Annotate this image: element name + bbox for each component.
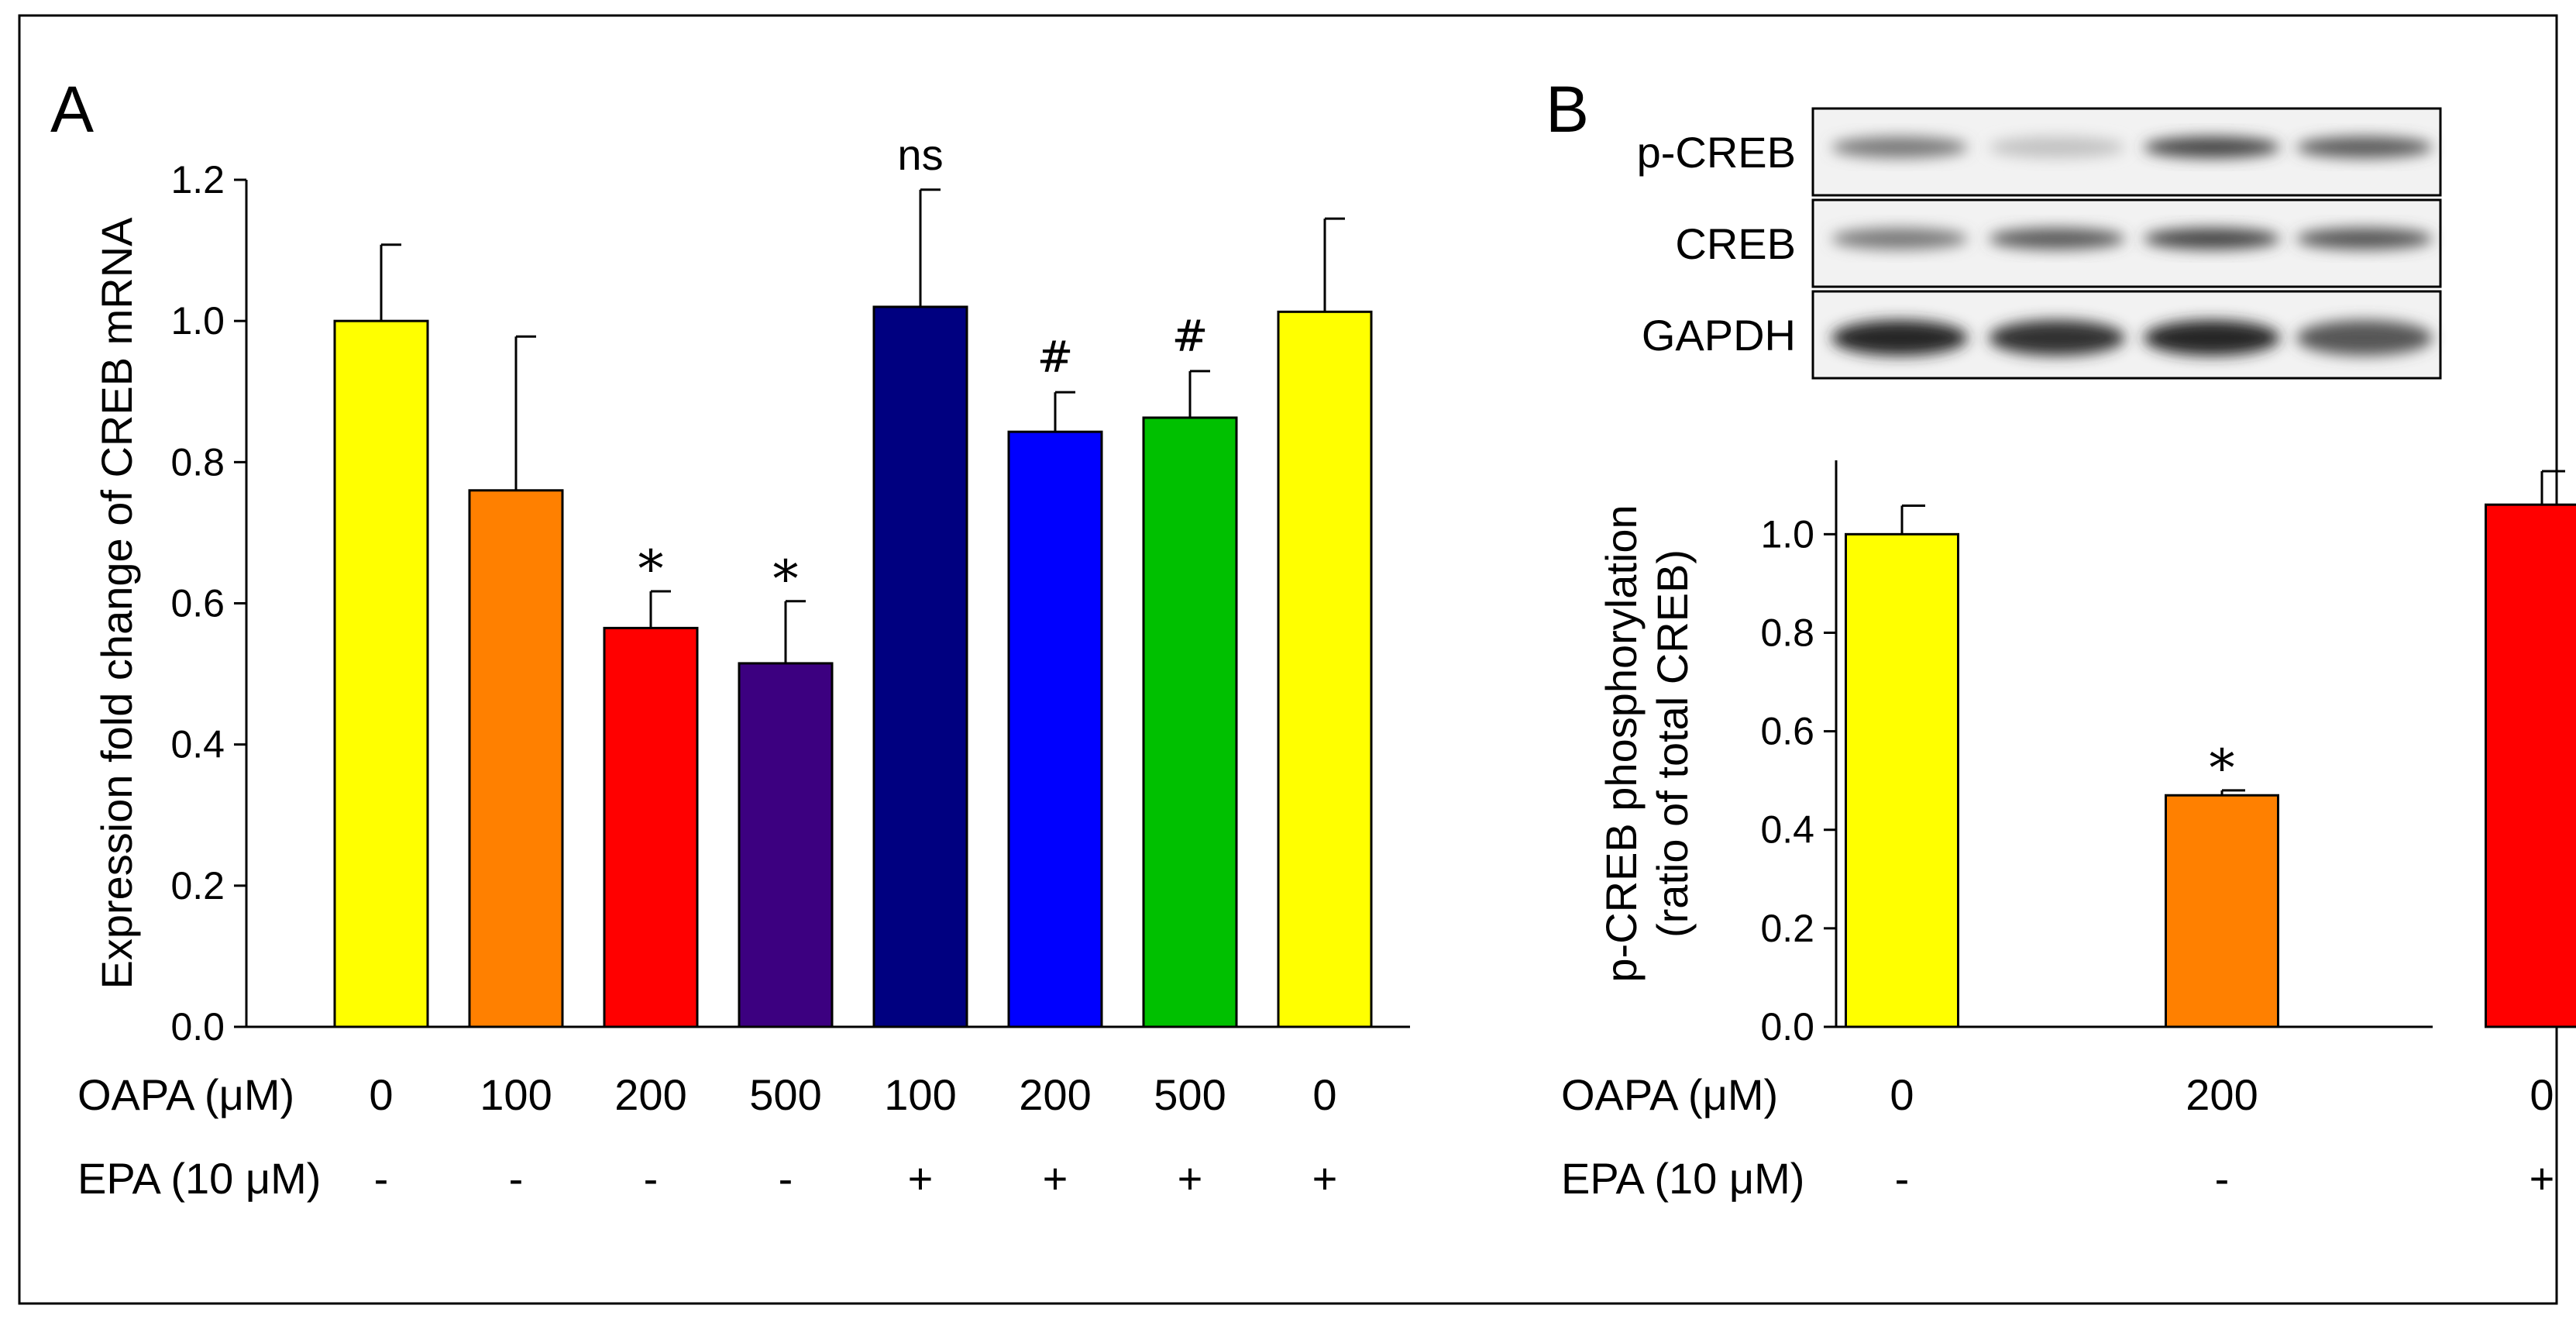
panel-b-epa-label: + bbox=[2530, 1154, 2555, 1203]
panel-a-y-tick-label: 1.2 bbox=[170, 158, 225, 201]
blot-band bbox=[2144, 320, 2280, 356]
blot-row-label: GAPDH bbox=[1642, 311, 1796, 360]
panel-a-epa-label: + bbox=[1312, 1154, 1338, 1203]
blot-band bbox=[1989, 136, 2125, 158]
panel-a-bar bbox=[1277, 310, 1373, 1028]
panel-a-oapa-label: 100 bbox=[884, 1070, 956, 1119]
panel-a-epa-label: - bbox=[509, 1154, 524, 1203]
panel-a-oapa-label: 200 bbox=[1019, 1070, 1091, 1119]
blot-band bbox=[1989, 228, 2125, 250]
panel-b-letter: B bbox=[1546, 73, 1589, 146]
blot-band bbox=[2144, 228, 2280, 250]
panel-a-oapa-label: 0 bbox=[369, 1070, 393, 1119]
panel-b-y-tick-label: 0.6 bbox=[1760, 710, 1814, 753]
blot-band bbox=[2296, 320, 2433, 356]
panel-b-y-tick-label: 0.0 bbox=[1760, 1005, 1814, 1049]
panel-b-y-tick-label: 0.8 bbox=[1760, 611, 1814, 654]
panel-b-y-axis-title-line: (ratio of total CREB) bbox=[1648, 549, 1697, 938]
blot-band bbox=[1989, 320, 2125, 356]
panel-a-epa-label: + bbox=[1178, 1154, 1203, 1203]
panel-a-chart: 0.0 0.2 0.4 0.6 0.8 1.0 1.2 Expression fold cha… bbox=[77, 130, 1410, 1203]
panel-a-significance-label: * bbox=[773, 549, 799, 609]
panel-b-oapa-label: 0 bbox=[2530, 1070, 2554, 1119]
panel-b-epa-row-title: EPA (10 μM) bbox=[1561, 1154, 1804, 1203]
panel-a-bar bbox=[738, 662, 834, 1028]
western-blot: p-CREB CREB GAPDH bbox=[1637, 107, 2442, 380]
panel-a-bar bbox=[468, 489, 564, 1028]
panel-b-oapa-label: 0 bbox=[1890, 1070, 1914, 1119]
panel-b-bar bbox=[2165, 794, 2279, 1028]
panel-a-bar bbox=[872, 305, 968, 1028]
panel-a-y-tick-label: 0.4 bbox=[170, 723, 225, 766]
panel-a-y-tick-label: 0.0 bbox=[170, 1005, 225, 1049]
blot-band bbox=[2144, 136, 2280, 158]
panel-a-oapa-label: 500 bbox=[1154, 1070, 1226, 1119]
panel-a-epa-label: - bbox=[644, 1154, 659, 1203]
panel-a-significance-label: # bbox=[1172, 312, 1209, 362]
panel-a-bar bbox=[1142, 416, 1238, 1028]
panel-b-chart: 0.0 0.2 0.4 0.6 0.8 1.0 p-CREB phosphorylation… bbox=[1561, 460, 2576, 1203]
panel-a-letter: A bbox=[50, 73, 94, 146]
panel-b-significance-label: * bbox=[2210, 739, 2235, 798]
panel-b-bar bbox=[1845, 532, 1959, 1028]
panel-b-y-axis-title-line: p-CREB phosphorylation bbox=[1597, 505, 1646, 982]
panel-a-y-axis-title: Expression fold change of CREB mRNA bbox=[92, 217, 141, 990]
panel-a-y-tick-label: 0.2 bbox=[170, 864, 225, 907]
panel-b-oapa-row-title: OAPA (μM) bbox=[1561, 1070, 1778, 1119]
blot-row-label: p-CREB bbox=[1637, 128, 1796, 177]
panel-a-significance-label: ns bbox=[897, 130, 943, 179]
panel-a-oapa-label: 100 bbox=[480, 1070, 552, 1119]
blot-band bbox=[2296, 228, 2433, 250]
panel-a-oapa-row-title: OAPA (μM) bbox=[77, 1070, 294, 1119]
panel-a-epa-label: + bbox=[908, 1154, 934, 1203]
panel-a-oapa-label: 500 bbox=[749, 1070, 821, 1119]
panel-b-epa-label: - bbox=[2215, 1154, 2230, 1203]
panel-a-bar bbox=[603, 626, 699, 1028]
blot-band bbox=[1831, 320, 1968, 356]
panel-b-y-tick-label: 1.0 bbox=[1760, 512, 1814, 556]
panel-a-epa-label: - bbox=[779, 1154, 793, 1203]
panel-a-bar bbox=[1007, 430, 1103, 1028]
panel-b-bar bbox=[2485, 503, 2576, 1028]
blot-band bbox=[1831, 136, 1968, 158]
panel-a-significance-label: * bbox=[638, 539, 664, 599]
panel-a-epa-row-title: EPA (10 μM) bbox=[77, 1154, 321, 1203]
panel-a-bar bbox=[333, 319, 429, 1028]
blot-band bbox=[2296, 136, 2433, 158]
panel-a-y-tick-label: 1.0 bbox=[170, 299, 225, 343]
panel-b-y-tick-label: 0.4 bbox=[1760, 808, 1814, 852]
panel-b-epa-label: - bbox=[1895, 1154, 1910, 1203]
panel-a-oapa-label: 200 bbox=[614, 1070, 686, 1119]
panel-a-y-tick-label: 0.8 bbox=[170, 440, 225, 484]
panel-a-oapa-label: 0 bbox=[1312, 1070, 1336, 1119]
blot-band bbox=[1831, 228, 1968, 250]
panel-b-oapa-label: 200 bbox=[2186, 1070, 2258, 1119]
panel-a-epa-label: - bbox=[374, 1154, 389, 1203]
panel-a-significance-label: # bbox=[1037, 332, 1074, 383]
panel-a-epa-label: + bbox=[1043, 1154, 1068, 1203]
panel-b-y-tick-label: 0.2 bbox=[1760, 907, 1814, 950]
blot-row-label: CREB bbox=[1675, 219, 1796, 268]
panel-a-y-tick-label: 0.6 bbox=[170, 582, 225, 625]
